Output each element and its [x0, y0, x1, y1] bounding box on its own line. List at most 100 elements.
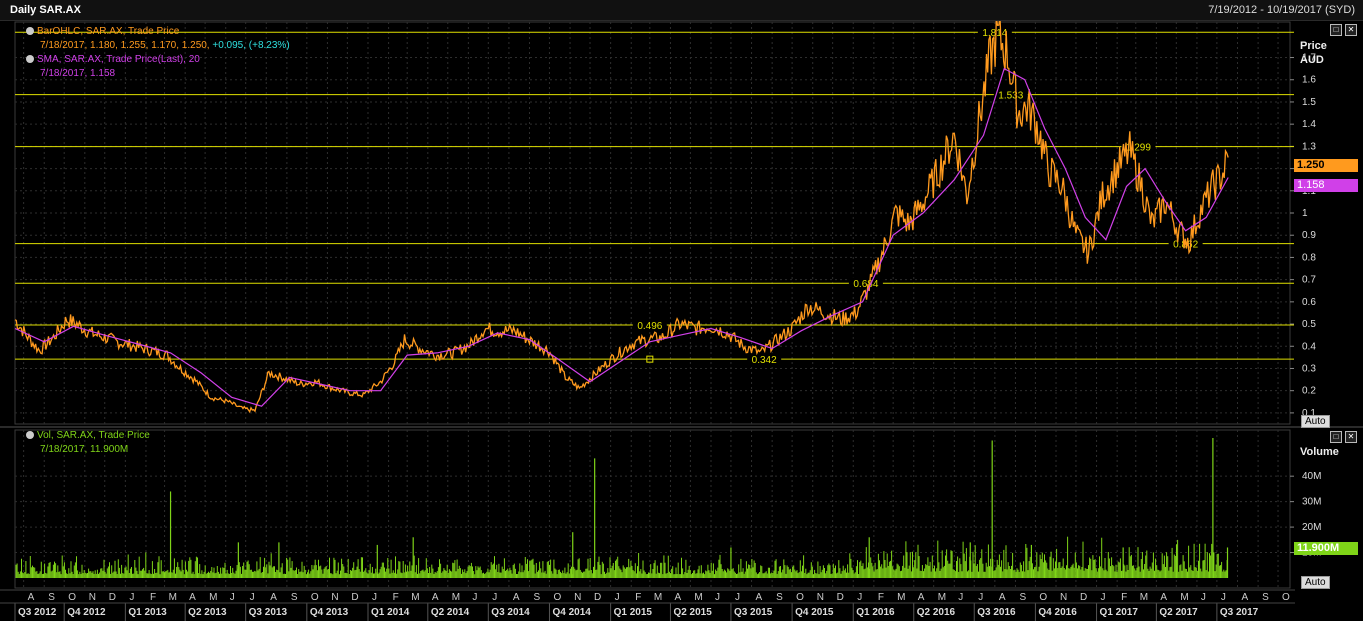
price-tick-label: 0.4 [1302, 341, 1316, 352]
x-tick-label-month: F [150, 592, 156, 603]
x-tick-label-month: F [878, 592, 884, 603]
x-tick-label-month: J [372, 592, 377, 603]
level-label-bg [632, 318, 667, 331]
x-tick-label-quarter: Q1 2013 [128, 607, 167, 618]
x-tick-label-month: J [1221, 592, 1226, 603]
x-tick-label-month: D [837, 592, 844, 603]
x-tick-label-quarter: Q4 2015 [795, 607, 834, 618]
price-axis-title: Price AUD [1300, 40, 1327, 66]
x-tick-label-month: O [68, 592, 76, 603]
price-tick-label: 0.5 [1302, 319, 1316, 330]
x-tick-label-quarter: Q2 2017 [1159, 607, 1198, 618]
legend-toggle-icon[interactable] [26, 27, 34, 35]
x-tick-label-month: J [1101, 592, 1106, 603]
x-tick-label-month: S [48, 592, 55, 603]
x-tick-label-month: J [857, 592, 862, 603]
x-tick-label-month: M [654, 592, 662, 603]
volume-tick-label: 30M [1302, 497, 1321, 508]
x-tick-label-month: J [958, 592, 963, 603]
x-tick-label-month: D [594, 592, 601, 603]
price-tick-label: 0.2 [1302, 386, 1316, 397]
x-tick-label-quarter: Q4 2012 [67, 607, 106, 618]
x-tick-label-quarter: Q1 2016 [856, 607, 895, 618]
price-tick-label: 0.9 [1302, 230, 1316, 241]
legend-toggle-icon[interactable] [26, 55, 34, 63]
x-tick-label-quarter: Q3 2016 [977, 607, 1016, 618]
x-tick-label-month: S [1019, 592, 1026, 603]
x-tick-label-month: A [28, 592, 35, 603]
level-label: 1.533 [998, 91, 1023, 102]
x-tick-label-quarter: Q4 2014 [552, 607, 591, 618]
chart-title: Daily SAR.AX [10, 4, 81, 16]
volume-auto-scale-button[interactable]: Auto [1301, 576, 1330, 589]
x-tick-label-month: M [938, 592, 946, 603]
volume-panel-close-button[interactable]: ✕ [1345, 431, 1357, 443]
ohlc-legend-name: BarOHLC, SAR.AX, Trade Price [37, 26, 180, 37]
x-tick-label-month: J [472, 592, 477, 603]
price-panel-restore-button[interactable]: □ [1330, 24, 1342, 36]
price-tick-label: 1.5 [1302, 97, 1316, 108]
sma-legend[interactable]: SMA, SAR.AX, Trade Price(Last), 20 [26, 54, 200, 65]
x-tick-label-month: A [1160, 592, 1167, 603]
x-tick-label-quarter: Q2 2013 [188, 607, 227, 618]
volume-plot-area [14, 429, 1291, 589]
x-tick-label-quarter: Q4 2013 [310, 607, 349, 618]
x-tick-label-quarter: Q2 2015 [673, 607, 712, 618]
x-tick-label-month: J [978, 592, 983, 603]
level-label-bg [977, 26, 1012, 39]
price-tick-label: 0.7 [1302, 275, 1316, 286]
sma-value-tag: 1.158 [1294, 179, 1358, 192]
level-label-bg [848, 277, 883, 290]
x-tick-label-quarter: Q3 2013 [249, 607, 288, 618]
x-tick-label-month: D [109, 592, 116, 603]
level-label: 1.299 [1126, 143, 1151, 154]
x-tick-label-month: A [270, 592, 277, 603]
price-panel-close-button[interactable]: ✕ [1345, 24, 1357, 36]
x-tick-label-month: S [776, 592, 783, 603]
x-tick-label-month: A [999, 592, 1006, 603]
price-tick-label: 1.3 [1302, 141, 1316, 152]
x-tick-label-month: A [432, 592, 439, 603]
volume-legend[interactable]: Vol, SAR.AX, Trade Price [26, 430, 150, 441]
ohlc-legend-values: 7/18/2017, 1.180, 1.255, 1.170, 1.250, +… [40, 40, 290, 51]
x-tick-label-month: A [756, 592, 763, 603]
volume-legend-name: Vol, SAR.AX, Trade Price [37, 430, 150, 441]
volume-tick-label: 20M [1302, 522, 1321, 533]
x-tick-label-month: J [715, 592, 720, 603]
price-tick-label: 0.1 [1302, 408, 1316, 419]
ohlc-change: +0.095, (+8.23%) [212, 40, 290, 51]
x-tick-label-month: J [1201, 592, 1206, 603]
x-tick-label-month: M [1140, 592, 1148, 603]
level-label: 0.684 [853, 279, 878, 290]
x-tick-label-month: D [1080, 592, 1087, 603]
x-tick-label-month: O [311, 592, 319, 603]
price-tick-label: 1.4 [1302, 119, 1316, 130]
x-tick-label-month: F [1121, 592, 1127, 603]
x-tick-label-month: N [817, 592, 824, 603]
ohlc-legend[interactable]: BarOHLC, SAR.AX, Trade Price [26, 26, 179, 37]
x-tick-label-month: A [189, 592, 196, 603]
x-tick-label-month: A [674, 592, 681, 603]
x-tick-label-month: N [1060, 592, 1067, 603]
x-tick-label-month: A [1241, 592, 1248, 603]
x-tick-label-month: J [735, 592, 740, 603]
x-tick-label-month: S [534, 592, 541, 603]
sma-legend-values: 7/18/2017, 1.158 [40, 68, 115, 79]
legend-toggle-icon[interactable] [26, 431, 34, 439]
volume-axis-title: Volume [1300, 446, 1339, 458]
last-volume-tag: 11.900M [1294, 542, 1358, 555]
x-tick-label-quarter: Q3 2015 [734, 607, 773, 618]
date-range[interactable]: 7/19/2012 - 10/19/2017 (SYD) [1208, 4, 1355, 16]
price-auto-scale-button[interactable]: Auto [1301, 415, 1330, 428]
price-series-line [14, 16, 1229, 414]
volume-panel-restore-button[interactable]: □ [1330, 431, 1342, 443]
x-tick-label-month: O [1282, 592, 1290, 603]
ohlc-values: 7/18/2017, 1.180, 1.255, 1.170, 1.250, [40, 40, 210, 51]
level-label: 1.814 [982, 28, 1007, 39]
price-tick-label: 0.3 [1302, 363, 1316, 374]
x-tick-label-month: A [918, 592, 925, 603]
price-tick-label: 0.8 [1302, 252, 1316, 263]
x-tick-label-month: M [169, 592, 177, 603]
level-label: 0.342 [752, 355, 777, 366]
x-tick-label-quarter: Q2 2014 [431, 607, 470, 618]
